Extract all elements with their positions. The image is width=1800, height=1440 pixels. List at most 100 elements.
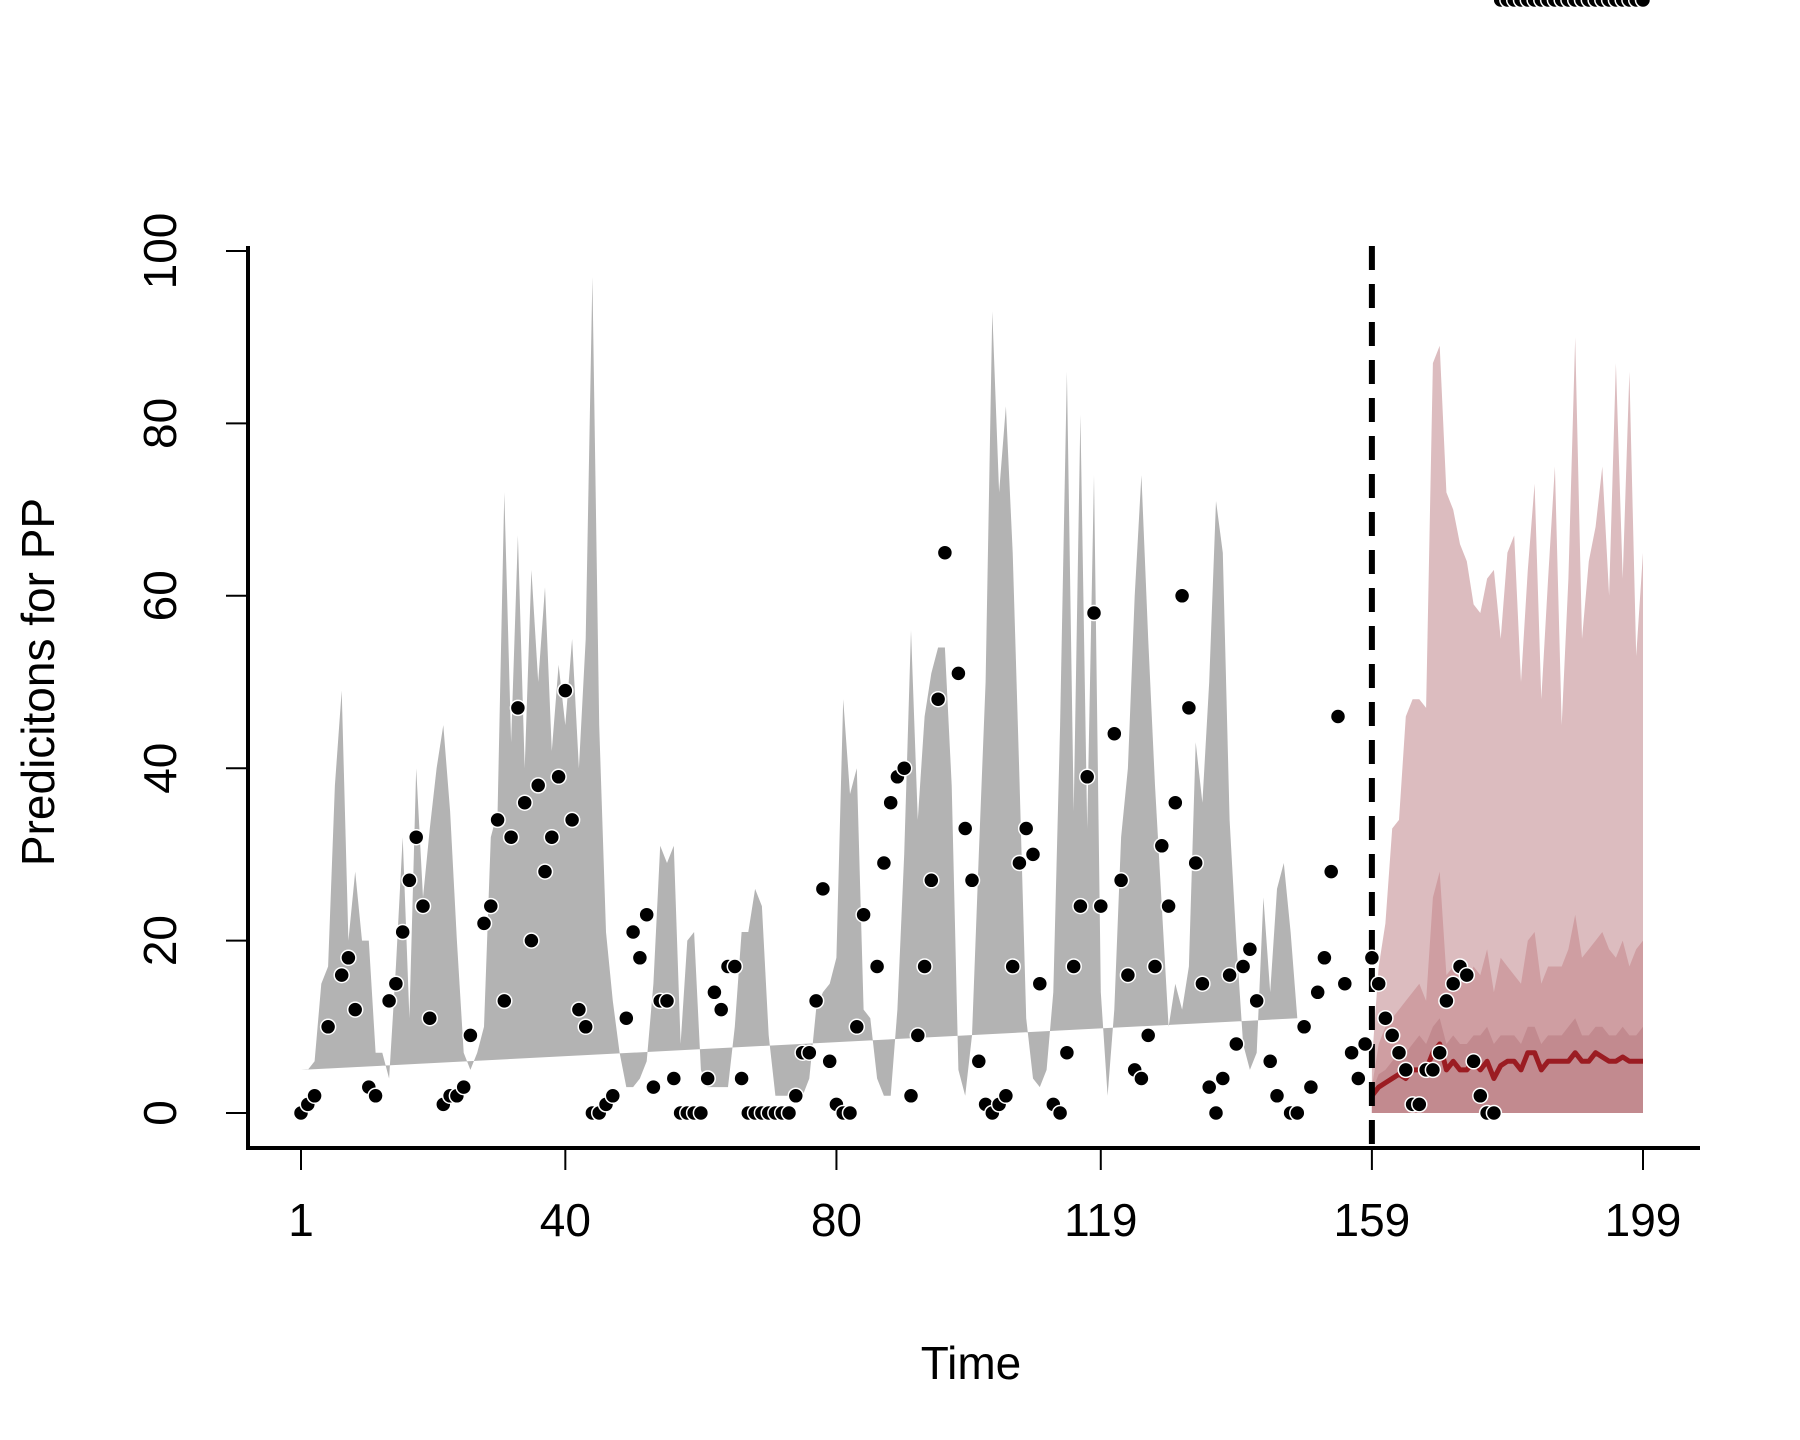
fit-interval-band [301, 276, 1298, 1096]
data-point [1160, 897, 1177, 915]
data-point [1411, 1096, 1428, 1113]
data-point [923, 872, 940, 889]
data-point [618, 1009, 635, 1027]
x-tick-label: 40 [540, 1194, 591, 1246]
data-point [1065, 958, 1082, 975]
data-point [1051, 1104, 1069, 1122]
data-point [1004, 958, 1021, 975]
data-point [1031, 975, 1049, 992]
data-point [387, 975, 405, 992]
data-point [401, 872, 418, 889]
data-point [333, 966, 350, 984]
data-point [1431, 1044, 1448, 1061]
x-tick-label: 199 [1605, 1194, 1682, 1246]
data-point [1370, 975, 1387, 992]
data-point [1465, 1053, 1482, 1070]
data-point [1207, 1104, 1225, 1122]
data-point [475, 915, 493, 932]
x-tick-label: 80 [811, 1194, 862, 1246]
y-tick-label: 100 [134, 213, 186, 290]
data-point [1228, 1035, 1245, 1053]
axes-layer [246, 246, 1700, 1150]
data-point [1363, 949, 1381, 967]
data-point [963, 872, 981, 889]
data-point [1153, 837, 1171, 855]
data-point [523, 932, 540, 949]
data-point [875, 854, 893, 872]
data-point [1024, 846, 1042, 863]
data-point [1072, 897, 1089, 915]
data-point [1173, 587, 1191, 605]
data-point [1017, 820, 1035, 837]
data-point [1119, 966, 1137, 984]
data-point [557, 682, 574, 699]
data-point [868, 958, 886, 975]
data-point [563, 811, 581, 829]
data-point [536, 863, 554, 880]
data-point [712, 1001, 730, 1018]
data-point [1200, 1078, 1218, 1096]
data-point [543, 828, 561, 846]
data-point [1248, 992, 1265, 1010]
data-point [1187, 854, 1204, 872]
data-point [855, 906, 872, 923]
data-point [604, 1087, 622, 1105]
data-point [692, 1104, 710, 1122]
data-point [340, 949, 357, 967]
data-point [1221, 966, 1238, 984]
data-point [570, 1001, 588, 1018]
data-point [882, 794, 899, 811]
data-point [936, 544, 954, 561]
x-tick-label: 159 [1334, 1194, 1411, 1246]
data-point [1424, 1061, 1442, 1079]
data-point [902, 1087, 920, 1105]
data-point [319, 1018, 337, 1036]
data-point [733, 1070, 750, 1087]
data-point [1261, 1053, 1279, 1070]
data-point [1092, 897, 1110, 915]
data-point [956, 820, 974, 837]
data-point [665, 1070, 683, 1087]
data-point [624, 923, 642, 941]
points-layer [292, 0, 1652, 1122]
data-point [489, 811, 506, 829]
data-point [848, 1018, 866, 1036]
data-point [895, 759, 913, 777]
data-point [1241, 940, 1259, 958]
y-tick-label: 0 [134, 1100, 186, 1126]
data-point [706, 984, 723, 1001]
data-point [916, 958, 933, 975]
data-point [1194, 975, 1211, 992]
data-point [1356, 1035, 1374, 1053]
data-point [780, 1104, 798, 1122]
data-point [1085, 604, 1103, 622]
data-point [1336, 975, 1354, 992]
data-point [1397, 1061, 1415, 1079]
data-point [394, 923, 411, 941]
data-point [306, 1087, 323, 1105]
data-point [814, 880, 832, 898]
data-point [380, 992, 398, 1010]
data-point [841, 1104, 859, 1122]
data-point [997, 1087, 1015, 1105]
data-point [1268, 1087, 1286, 1105]
y-axis-title: Predicitons for PP [12, 498, 64, 866]
data-point [421, 1009, 439, 1027]
data-point [1112, 872, 1130, 889]
data-point [1011, 854, 1028, 872]
data-point [1180, 699, 1198, 717]
data-point [1289, 1104, 1306, 1122]
data-point [645, 1078, 662, 1096]
data-point [1295, 1018, 1313, 1036]
data-point [346, 1001, 364, 1018]
data-point [699, 1070, 716, 1087]
data-point [1146, 958, 1164, 975]
data-point [1106, 725, 1123, 742]
data-point [1444, 975, 1462, 992]
data-point [1316, 949, 1333, 967]
data-point [658, 992, 676, 1010]
data-point [1167, 794, 1184, 811]
data-point [1485, 1104, 1503, 1122]
x-tick-label: 1 [288, 1194, 314, 1246]
